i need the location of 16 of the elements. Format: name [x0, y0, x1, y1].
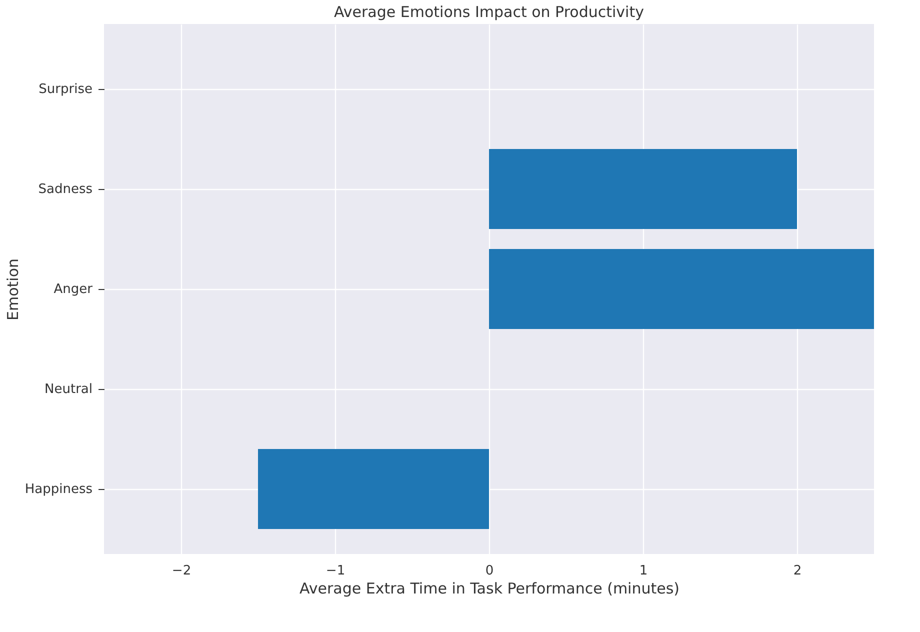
x-axis-title: Average Extra Time in Task Performance (minutes) — [299, 580, 680, 598]
bar — [258, 449, 489, 529]
x-tick-label: 2 — [793, 564, 802, 578]
bar — [489, 249, 874, 329]
y-tick-label: Sadness — [38, 182, 93, 197]
y-tick-label: Neutral — [44, 382, 92, 397]
x-tick-label: 0 — [485, 564, 494, 578]
y-axis-title: Emotion — [4, 258, 22, 320]
x-tick-label: −2 — [172, 564, 192, 578]
y-tick-label: Happiness — [24, 482, 93, 497]
x-tick-label: 1 — [639, 564, 648, 578]
x-tick-label: −1 — [326, 564, 346, 578]
chart-title: Average Emotions Impact on Productivity — [334, 3, 644, 21]
y-tick-label: Anger — [54, 282, 94, 297]
y-tick-label: Surprise — [38, 82, 92, 97]
bar — [489, 149, 797, 229]
